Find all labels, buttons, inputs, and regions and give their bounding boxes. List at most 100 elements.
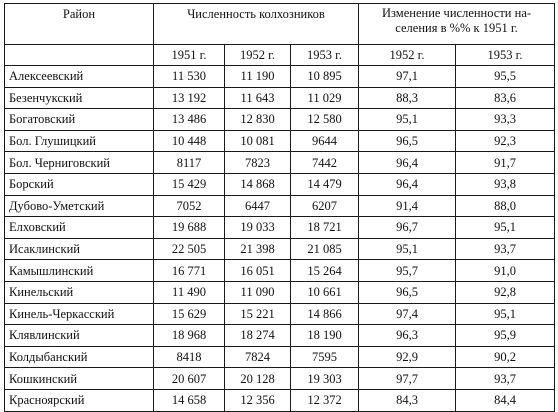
change-1952-cell: 95,7 [358,259,457,282]
members-1953-cell: 14 479 [289,172,360,196]
table-row: Алексеевский 11 530 11 190 10 895 97,1 95,5 [4,65,556,88]
header-change-line2: селения в %% к 1951 г. [395,21,518,35]
change-1953-cell: 93,3 [455,108,556,131]
change-1953-cell: 84,4 [455,388,556,412]
members-1952-cell: 12 830 [224,108,291,131]
members-1953-cell: 7442 [289,151,360,174]
district-name-cell: Исаклинский [4,237,154,261]
members-1952-cell: 14 868 [224,172,291,196]
members-1952-cell: 12 356 [224,388,291,412]
district-name-cell: Кинельский [4,280,154,304]
change-1953-cell: 91,7 [455,151,556,174]
members-1951-cell: 13 486 [153,108,225,131]
table-row: Кинельский 11 490 11 090 10 661 96,5 92,8 [4,280,556,304]
change-1952-cell: 96,5 [358,280,457,304]
members-1951-cell: 15 629 [153,302,225,326]
change-1953-cell: 83,6 [455,86,556,110]
members-1953-cell: 14 866 [289,302,360,326]
header-change-1953: 1953 г. [455,44,556,66]
header-row-years: 1951 г. 1952 г. 1953 г. 1952 г. 1953 г. [4,44,556,66]
district-name-cell: Безенчукский [4,86,154,110]
district-name-cell: Бол. Черниговский [4,151,154,174]
table-row: Дубово-Уметский 7052 6447 6207 91,4 88,0 [4,194,556,218]
members-1953-cell: 7595 [289,345,360,369]
table-row: Кинель-Черкасский 15 629 15 221 14 866 97,4 9… [4,302,556,326]
change-1952-cell: 88,3 [358,86,457,110]
members-1952-cell: 11 090 [224,280,291,304]
header-year-1951: 1951 г. [153,44,225,66]
members-1952-cell: 21 398 [224,237,291,261]
header-members: Численность колхозников [152,3,360,45]
district-name-cell: Бол. Глушицкий [4,129,154,153]
members-1953-cell: 12 372 [289,388,360,412]
members-1951-cell: 11 530 [153,65,225,88]
district-name-cell: Борский [4,172,154,196]
change-1953-cell: 92,3 [455,129,556,153]
members-1952-cell: 20 128 [224,367,291,390]
members-1952-cell: 18 274 [224,324,291,347]
header-year-1953: 1953 г. [289,44,360,66]
district-name-cell: Алексеевский [4,65,154,88]
members-1951-cell: 20 607 [153,367,225,390]
change-1952-cell: 95,1 [358,237,457,261]
members-1953-cell: 21 085 [289,237,360,261]
header-change-line1: Изменение численности на- [382,6,532,20]
table-row: Красноярский 14 658 12 356 12 372 84,3 84,4 [4,388,556,412]
change-1953-cell: 90,2 [455,345,556,369]
members-1952-cell: 7823 [224,151,291,174]
change-1952-cell: 96,3 [358,324,457,347]
change-1953-cell: 95,9 [455,324,556,347]
table-row: Безенчукский 13 192 11 643 11 029 88,3 83,6 [4,86,556,110]
members-1952-cell: 6447 [224,194,291,218]
district-name-cell: Камышлинский [4,259,154,282]
district-name-cell: Красноярский [4,388,154,412]
header-row-main: Район Численность колхозников Изменение … [4,3,556,45]
table-row: Колдыбанский 8418 7824 7595 92,9 90,2 [4,345,556,369]
members-1951-cell: 10 448 [153,129,225,153]
district-name-cell: Кошкинский [4,367,154,390]
members-1953-cell: 10 661 [289,280,360,304]
members-1951-cell: 18 968 [153,324,225,347]
members-1953-cell: 15 264 [289,259,360,282]
members-1953-cell: 11 029 [289,86,360,110]
change-1952-cell: 97,4 [358,302,457,326]
members-1952-cell: 16 051 [224,259,291,282]
change-1953-cell: 88,0 [455,194,556,218]
change-1953-cell: 93,8 [455,172,556,196]
table-body: Алексеевский 11 530 11 190 10 895 97,1 95,5 Бе… [4,65,556,412]
table-row: Борский 15 429 14 868 14 479 96,4 93,8 [4,172,556,196]
change-1952-cell: 84,3 [358,388,457,412]
members-1953-cell: 18 721 [289,216,360,239]
members-1953-cell: 9644 [289,129,360,153]
members-1952-cell: 11 643 [224,86,291,110]
members-1951-cell: 16 771 [153,259,225,282]
members-1952-cell: 19 033 [224,216,291,239]
change-1952-cell: 96,7 [358,216,457,239]
table-row: Елховский 19 688 19 033 18 721 96,7 95,1 [4,216,556,239]
change-1953-cell: 91,0 [455,259,556,282]
district-name-cell: Колдыбанский [4,345,154,369]
table-row: Бол. Глушицкий 10 448 10 081 9644 96,5 92,3 [4,129,556,153]
header-change: Изменение численности на- селения в %% к… [358,3,556,45]
members-1951-cell: 13 192 [153,86,225,110]
change-1953-cell: 95,1 [455,216,556,239]
change-1952-cell: 96,5 [358,129,457,153]
members-1951-cell: 7052 [153,194,225,218]
collective-farm-members-table: Район Численность колхозников Изменение … [4,3,556,412]
district-name-cell: Кинель-Черкасский [4,302,154,326]
members-1953-cell: 19 303 [289,367,360,390]
change-1952-cell: 96,4 [358,151,457,174]
district-name-cell: Богатовский [4,108,154,131]
district-name-cell: Клявлинский [4,324,154,347]
header-year-1952: 1952 г. [224,44,291,66]
header-district: Район [4,3,154,45]
district-name-cell: Елховский [4,216,154,239]
members-1951-cell: 22 505 [153,237,225,261]
table-row: Исаклинский 22 505 21 398 21 085 95,1 93,7 [4,237,556,261]
members-1951-cell: 8418 [153,345,225,369]
district-name-cell: Дубово-Уметский [4,194,154,218]
members-1953-cell: 12 580 [289,108,360,131]
members-1953-cell: 6207 [289,194,360,218]
members-1951-cell: 11 490 [153,280,225,304]
members-1952-cell: 10 081 [224,129,291,153]
